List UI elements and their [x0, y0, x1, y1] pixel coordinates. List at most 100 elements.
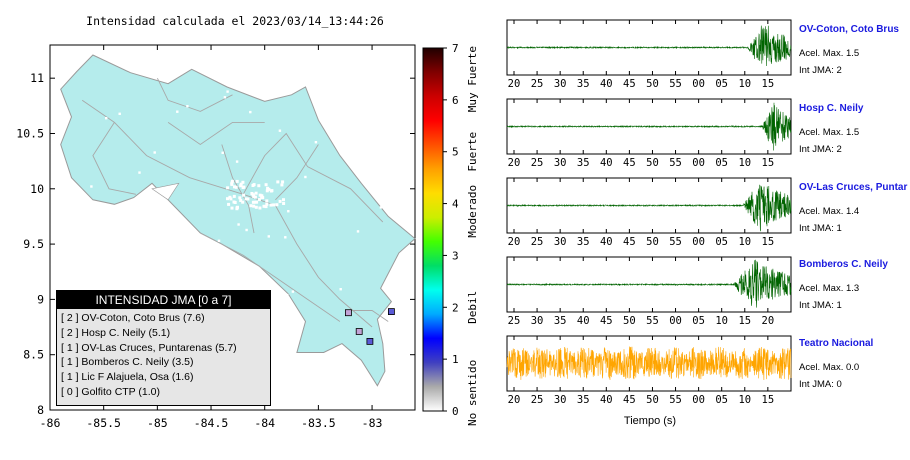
city-dot	[260, 194, 264, 198]
waveform-tick-label: 45	[623, 394, 636, 406]
legend-entry: [ 2 ] Hosp C. Neily (5.1)	[61, 326, 171, 339]
city-dot	[235, 207, 239, 211]
waveform-trace	[506, 184, 792, 232]
city-dot	[239, 184, 243, 188]
y-tick-label: 8.5	[23, 348, 44, 362]
city-dot	[176, 110, 179, 113]
city-dot	[188, 229, 191, 233]
city-dot	[258, 206, 262, 210]
colorbar-ticks: 0 1 2 3 4 5 6 7	[443, 42, 459, 418]
waveform-x-axis-label: Tiempo (s)	[623, 415, 677, 427]
road-line	[156, 78, 233, 112]
waveform-tick-label: 45	[600, 315, 613, 327]
waveform-tick-label: 45	[623, 236, 636, 248]
land-polygon	[60, 54, 416, 387]
city-dot	[105, 117, 108, 120]
x-tick-label: -84.5	[194, 416, 229, 430]
city-dot	[249, 110, 252, 114]
waveform-tick-label: 15	[738, 315, 751, 327]
city-dot	[255, 200, 259, 204]
city-dot	[233, 201, 237, 204]
x-tick-label: -83.5	[301, 416, 336, 430]
city-dot	[230, 206, 234, 210]
waveform-tick-label: 25	[531, 78, 544, 90]
city-dot	[228, 195, 232, 199]
waveform-tick-label: 55	[669, 394, 682, 406]
legend-entry: [ 2 ] OV-Coton, Coto Brus (7.6)	[61, 312, 205, 324]
city-dot	[238, 196, 242, 200]
station-max-acceleration: Acel. Max. 1.5	[799, 127, 860, 138]
y-tick-label: 11	[30, 71, 44, 85]
colorbar-tick-label: 0	[452, 405, 459, 418]
waveform-tick-label: 10	[738, 394, 751, 406]
waveform-panel: 20 25 30 35 40 45 50 55 00 05 10 15	[506, 335, 792, 406]
legend-entry: [ 1 ] Bomberos C. Neily (3.5)	[61, 356, 194, 369]
city-dot	[226, 90, 229, 93]
city-dot	[252, 183, 256, 187]
city-dot	[164, 243, 167, 247]
colorbar-category-label: Moderado	[466, 185, 479, 238]
city-dot	[304, 175, 307, 179]
city-dot	[254, 205, 258, 209]
waveform-tick-label: 20	[508, 236, 521, 248]
waveform-panel: 20 25 30 35 40 45 50 55 00 05 10 15	[506, 98, 792, 169]
station-jma-intensity: Int JMA: 1	[799, 300, 842, 311]
waveform-tick-label: 55	[669, 236, 682, 248]
city-dot	[356, 230, 360, 233]
waveform-tick-label: 05	[715, 78, 728, 90]
city-dot	[264, 205, 268, 209]
city-dot	[383, 196, 387, 199]
waveform-tick-label: 15	[762, 78, 775, 90]
road-line	[92, 122, 136, 195]
city-dot	[223, 96, 227, 99]
station-marker	[366, 337, 374, 345]
x-tick-label: -86	[40, 416, 61, 430]
waveform-trace	[506, 102, 792, 151]
city-dot	[226, 186, 230, 190]
city-dot	[241, 200, 245, 204]
city-dot	[249, 204, 253, 208]
station-max-acceleration: Acel. Max. 1.4	[799, 206, 860, 217]
x-tick-label: -84	[254, 416, 275, 430]
city-dot	[234, 185, 238, 189]
colorbar-category-labels: No sentido Debil Moderado Fuerte Muy Fuerte	[466, 46, 479, 426]
city-dot	[257, 198, 261, 202]
waveform-tick-label: 50	[623, 315, 636, 327]
station-marker	[355, 328, 363, 335]
city-dot	[252, 195, 256, 198]
city-dot	[379, 206, 383, 209]
waveform-tick-label: 15	[762, 394, 775, 406]
city-dot	[339, 288, 342, 291]
city-dot	[90, 185, 93, 188]
road-line	[167, 121, 265, 146]
city-dot	[276, 180, 280, 184]
colorbar-category-label: No sentido	[466, 360, 479, 426]
city-dot	[221, 151, 224, 154]
city-dot	[118, 112, 121, 115]
city-dot	[138, 171, 141, 174]
station-max-acceleration: Acel. Max. 1.5	[799, 48, 860, 59]
colorbar-tick-label: 4	[452, 198, 459, 211]
waveform-tick-label: 50	[646, 236, 659, 248]
waveform-tick-label: 35	[577, 236, 590, 248]
waveform-tick-label: 30	[554, 236, 567, 248]
city-dot	[233, 185, 236, 189]
waveform-tick-label: 40	[600, 394, 613, 406]
city-dot	[153, 151, 156, 154]
waveform-tick-label: 00	[692, 157, 705, 169]
waveform-tick-label: 05	[715, 236, 728, 248]
colorbar-fill	[422, 47, 444, 412]
colorbar-tick-label: 7	[452, 42, 459, 55]
city-dot	[275, 203, 279, 207]
city-dot	[281, 180, 285, 184]
waveform-tick-label: 55	[646, 315, 659, 327]
station-name: OV-Las Cruces, Puntar	[799, 182, 908, 193]
city-dot	[291, 290, 295, 293]
city-dot	[227, 202, 231, 206]
city-dot	[241, 186, 245, 189]
waveform-tick-label: 35	[554, 315, 567, 327]
page-title: Intensidad calculada el 2023/03/14_13:44…	[86, 14, 384, 28]
colorbar-tick-label: 2	[452, 301, 459, 314]
city-dot	[269, 203, 273, 207]
station-marker	[387, 308, 395, 316]
